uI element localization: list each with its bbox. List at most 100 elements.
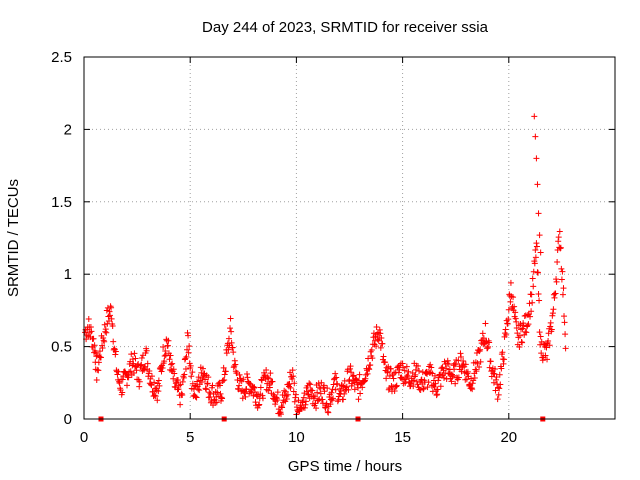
data-point [333, 374, 340, 381]
data-point [514, 330, 521, 337]
data-point [209, 382, 216, 389]
data-point [499, 349, 506, 356]
data-point [330, 395, 337, 402]
data-point [216, 379, 223, 386]
data-point [151, 379, 158, 386]
data-point [96, 353, 103, 360]
data-point [492, 387, 499, 394]
data-point [487, 358, 494, 365]
data-point [469, 386, 476, 393]
data-point [382, 359, 389, 366]
data-point [231, 357, 238, 364]
data-point [533, 240, 540, 247]
data-point [289, 376, 296, 383]
data-point [221, 371, 228, 378]
data-point [107, 312, 114, 319]
data-point [291, 398, 298, 405]
data-point [347, 365, 354, 372]
data-point [216, 382, 223, 389]
data-point [106, 308, 113, 315]
data-point [161, 353, 168, 360]
data-point [506, 292, 513, 299]
data-point [150, 388, 157, 395]
data-point [274, 389, 281, 396]
data-point [220, 364, 227, 371]
data-point [536, 329, 543, 336]
data-point [182, 355, 189, 362]
data-point [102, 328, 109, 335]
data-point [501, 356, 508, 363]
data-point [403, 363, 410, 370]
data-point [412, 366, 419, 373]
data-point [240, 376, 247, 383]
data-point [560, 285, 567, 292]
data-point [108, 315, 115, 322]
data-point [443, 365, 450, 372]
data-point [236, 382, 243, 389]
data-point [434, 386, 441, 393]
data-point [261, 372, 268, 379]
data-point [531, 113, 538, 120]
y-tick-label: 2.5 [51, 49, 72, 66]
data-point [513, 318, 520, 325]
data-point [179, 378, 186, 385]
data-point [171, 370, 178, 377]
data-point [555, 238, 562, 245]
data-point [550, 291, 557, 298]
data-point [265, 375, 272, 382]
data-point [544, 356, 551, 363]
data-point [199, 365, 206, 372]
data-point [229, 344, 236, 351]
data-point [477, 346, 484, 353]
data-point [467, 381, 474, 388]
data-point [129, 356, 136, 363]
data-point [262, 373, 269, 380]
data-point [166, 356, 173, 363]
data-point [138, 354, 145, 361]
data-point [553, 278, 560, 285]
data-point [246, 380, 253, 387]
data-point [167, 352, 174, 359]
data-point [110, 338, 117, 345]
data-point [404, 373, 411, 380]
data-point [250, 392, 257, 399]
data-point [202, 376, 209, 383]
data-point [410, 377, 417, 384]
data-point [458, 353, 465, 360]
data-point [554, 259, 561, 266]
data-point [549, 312, 556, 319]
data-point [546, 342, 553, 349]
data-point [183, 353, 190, 360]
data-point [143, 347, 150, 354]
y-tick-label: 0 [64, 411, 72, 428]
data-point [476, 364, 483, 371]
data-point [479, 330, 486, 337]
data-point [511, 303, 518, 310]
data-point [361, 378, 368, 385]
data-point [103, 307, 110, 314]
data-point [311, 393, 318, 400]
data-point [155, 377, 162, 384]
data-point [114, 371, 121, 378]
data-point [412, 371, 419, 378]
data-point [324, 408, 331, 415]
data-point [432, 380, 439, 387]
data-point [317, 390, 324, 397]
data-point [278, 403, 285, 410]
data-point [553, 276, 560, 283]
data-point [538, 350, 545, 357]
data-point [279, 404, 286, 411]
data-point [301, 404, 308, 411]
data-point [259, 392, 266, 399]
data-point [367, 362, 374, 369]
data-point [194, 378, 201, 385]
data-point [450, 372, 457, 379]
data-point [552, 290, 559, 297]
data-point [315, 380, 322, 387]
data-point [127, 368, 134, 375]
data-point [444, 357, 451, 364]
data-point [383, 375, 390, 382]
data-point [272, 401, 279, 408]
data-point [314, 389, 321, 396]
data-point [393, 383, 400, 390]
